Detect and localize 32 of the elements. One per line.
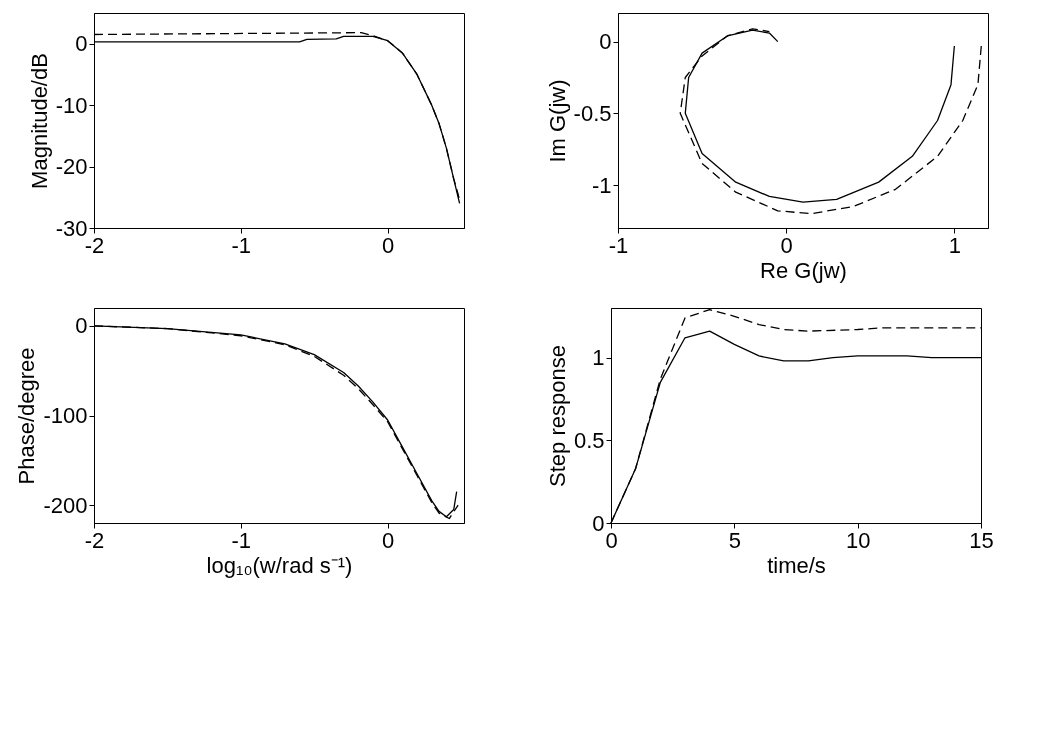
y-tick-label: 0.5 xyxy=(573,427,605,453)
x-tick-label: -1 xyxy=(231,527,252,553)
x-tick-label: -2 xyxy=(84,527,105,553)
x-tick-label: 15 xyxy=(969,527,994,553)
x-tick-label: -1 xyxy=(231,232,252,258)
x-tick-label: 1 xyxy=(948,232,961,258)
y-axis-title: Phase/degree xyxy=(14,347,40,485)
x-tick-label: 10 xyxy=(845,527,871,553)
y-tick-label: 0 xyxy=(75,313,88,339)
x-tick-label: -1 xyxy=(608,232,629,258)
x-axis-title: Re G(jw) xyxy=(760,257,847,283)
x-tick-label: 5 xyxy=(728,527,741,553)
y-axis-title: Magnitude/dB xyxy=(26,53,52,189)
y-tick-label: 0 xyxy=(75,31,88,57)
y-tick-label: -1 xyxy=(591,172,612,198)
y-tick-label: -100 xyxy=(43,403,88,428)
y-tick-label: 0 xyxy=(592,510,605,536)
line-series xyxy=(679,28,982,215)
y-tick-label: 1 xyxy=(592,345,605,371)
y-axis-title: Step response xyxy=(544,345,570,487)
y-tick-label: -30 xyxy=(55,215,88,241)
y-tick-label: -20 xyxy=(55,154,88,180)
x-tick-label: 0 xyxy=(780,232,793,258)
x-axis-title: time/s xyxy=(767,552,826,578)
y-axis-title: Im G(jw) xyxy=(544,79,570,163)
y-tick-label: 0 xyxy=(599,29,612,55)
x-tick-label: 0 xyxy=(382,232,395,258)
y-tick-label: -10 xyxy=(55,92,88,118)
y-tick-label: -0.5 xyxy=(573,100,612,126)
y-tick-label: -200 xyxy=(43,492,88,518)
x-tick-label: 0 xyxy=(382,527,395,553)
x-axis-title: log₁₀(w/rad s⁻¹) xyxy=(206,552,353,578)
